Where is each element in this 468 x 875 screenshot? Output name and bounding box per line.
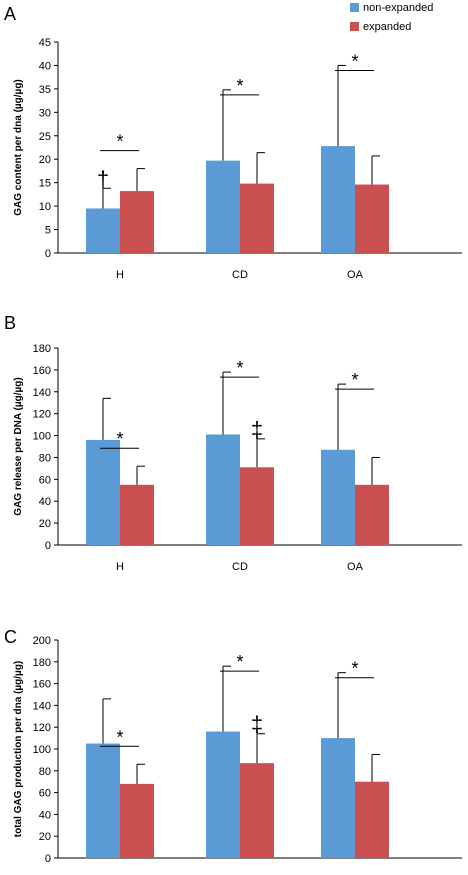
panel-c-y-tick-label: 80 — [39, 766, 51, 778]
panel-b-significance-star: * — [351, 370, 358, 390]
panel-b-y-tick-label: 20 — [39, 518, 51, 530]
panel-a-y-tick-label: 40 — [39, 60, 51, 72]
panel-a-y-tick-label: 0 — [45, 248, 51, 260]
panel-b-bar-expanded-cd — [240, 467, 274, 545]
panel-a-y-tick-label: 45 — [39, 37, 51, 49]
panel-a-bar-non-expanded-h — [86, 208, 120, 253]
panel-a-annotation-symbol: † — [97, 166, 109, 191]
panel-c-bar-expanded-oa — [355, 781, 389, 858]
panel-a-y-tick-label: 15 — [39, 178, 51, 190]
legend-swatch-non-expanded — [350, 3, 359, 12]
panel-c-y-tick-label: 140 — [33, 700, 51, 712]
panel-c-y-tick-label: 200 — [33, 635, 51, 647]
legend-item-non-expanded: non-expanded — [350, 0, 468, 15]
panel-a-significance-star: * — [236, 76, 243, 96]
panel-b-y-tick-label: 100 — [33, 431, 51, 443]
panel-c-significance-star: * — [236, 652, 243, 672]
panel-c-y-axis-title: total GAG production per dna (µg/µg) — [13, 661, 24, 838]
panel-c-bar-expanded-h — [120, 783, 154, 858]
panel-b-bar-expanded-oa — [355, 484, 389, 545]
panel-a-bar-expanded-cd — [240, 183, 274, 253]
panel-b-annotation-symbol: ‡ — [251, 417, 263, 442]
panel-b-label: B — [4, 313, 16, 333]
panel-b-bar-expanded-h — [120, 484, 154, 545]
panel-a-y-axis-title: GAG content per dna (µg/µg) — [13, 79, 24, 216]
panel-b-y-tick-label: 80 — [39, 452, 51, 464]
panel-c-bar-non-expanded-cd — [206, 731, 240, 858]
legend-swatch-expanded — [350, 22, 359, 31]
panel-b-x-tick-label: CD — [232, 561, 248, 573]
legend: non-expanded expanded — [350, 0, 468, 38]
panel-c-y-tick-label: 0 — [45, 853, 51, 865]
legend-label-expanded: expanded — [363, 20, 412, 33]
panel-b-y-axis-title: GAG release per DNA (µg/µg) — [13, 377, 24, 515]
panel-b-y-tick-label: 60 — [39, 474, 51, 486]
panel-b-y-tick-label: 120 — [33, 409, 51, 421]
panel-c-significance-star: * — [351, 659, 358, 679]
panel-c-y-tick-label: 100 — [33, 744, 51, 756]
panel-c-label: C — [4, 627, 17, 647]
panel-a-x-tick-label: CD — [232, 269, 248, 281]
panel-a-bar-non-expanded-cd — [206, 160, 240, 253]
panel-b-y-tick-label: 40 — [39, 496, 51, 508]
panel-b-significance-star: * — [236, 358, 243, 378]
panel-a-significance-star: * — [116, 132, 123, 152]
panel-a-bar-expanded-oa — [355, 184, 389, 253]
panel-b-y-tick-label: 140 — [33, 387, 51, 399]
panel-b-bar-non-expanded-h — [86, 439, 120, 545]
panel-c-bar-non-expanded-h — [86, 743, 120, 858]
panel-a-y-tick-label: 20 — [39, 154, 51, 166]
panel-a-y-tick-label: 25 — [39, 131, 51, 143]
panel-c-y-tick-label: 180 — [33, 657, 51, 669]
panel-b-x-tick-label: OA — [347, 561, 364, 573]
panel-a-x-tick-label: OA — [347, 269, 364, 281]
panel-c-significance-star: * — [116, 727, 123, 747]
panel-b-y-tick-label: 180 — [33, 343, 51, 355]
panel-b-y-tick-label: 160 — [33, 365, 51, 377]
panel-a-y-tick-label: 35 — [39, 84, 51, 96]
legend-label-non-expanded: non-expanded — [363, 1, 434, 14]
panel-c-annotation-symbol: ‡ — [251, 712, 263, 737]
panel-c-bar-non-expanded-oa — [321, 738, 355, 858]
panel-c-y-tick-label: 60 — [39, 788, 51, 800]
panel-b-bar-non-expanded-cd — [206, 434, 240, 545]
panel-c-y-tick-label: 20 — [39, 831, 51, 843]
panel-a-y-tick-label: 10 — [39, 201, 51, 213]
panel-a-bar-expanded-h — [120, 191, 154, 253]
panel-c-y-tick-label: 40 — [39, 809, 51, 821]
legend-item-expanded: expanded — [350, 19, 468, 34]
panel-a-y-tick-label: 5 — [45, 225, 51, 237]
panel-b-bar-non-expanded-oa — [321, 449, 355, 545]
panel-a-bar-non-expanded-oa — [321, 146, 355, 253]
panel-c-y-tick-label: 120 — [33, 722, 51, 734]
panel-b-y-tick-label: 0 — [45, 540, 51, 552]
panel-b-x-tick-label: H — [116, 561, 124, 573]
panel-a-label: A — [4, 4, 16, 24]
panel-c-y-tick-label: 160 — [33, 679, 51, 691]
panel-b-significance-star: * — [116, 429, 123, 449]
panel-a-significance-star: * — [351, 51, 358, 71]
panel-c-bar-expanded-cd — [240, 763, 274, 858]
panel-a-x-tick-label: H — [116, 269, 124, 281]
panel-a-y-tick-label: 30 — [39, 107, 51, 119]
